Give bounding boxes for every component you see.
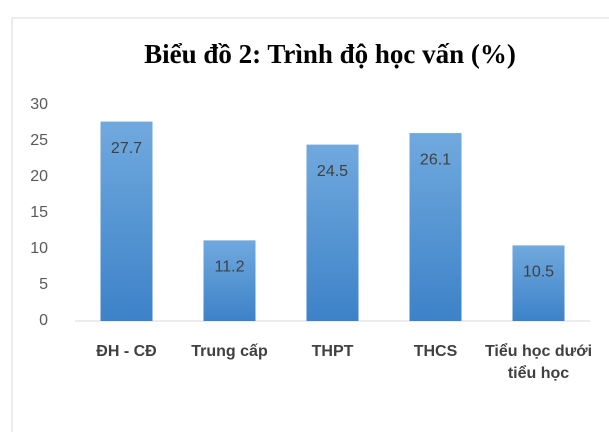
x-tick-label: THCS [413,343,458,360]
data-label: 24.5 [317,163,348,180]
y-tick-label: 15 [30,204,48,221]
data-label: 26.1 [420,151,451,168]
y-tick-label: 25 [30,132,48,149]
x-tick-label: ĐH - CĐ [96,343,157,360]
chart-border [11,17,609,432]
y-tick-label: 0 [39,312,48,329]
y-tick-label: 20 [30,168,48,185]
x-tick-label: Tiểu học dưới tiểu học [484,343,593,382]
data-label: 11.2 [215,259,245,276]
y-tick-label: 10 [30,240,48,257]
bar [409,133,462,321]
bar [306,144,359,321]
x-tick-label: THPT [311,343,354,360]
data-label: 10.5 [523,264,554,281]
chart-title: Biểu đồ 2: Trình độ học vấn (%) [144,39,516,69]
y-tick-label: 30 [30,96,48,113]
bar [203,240,256,321]
x-tick-label: Trung cấp [191,343,268,360]
bar [100,121,153,321]
bar [512,245,565,321]
y-tick-label: 5 [39,276,48,293]
data-label: 27.7 [111,140,142,157]
